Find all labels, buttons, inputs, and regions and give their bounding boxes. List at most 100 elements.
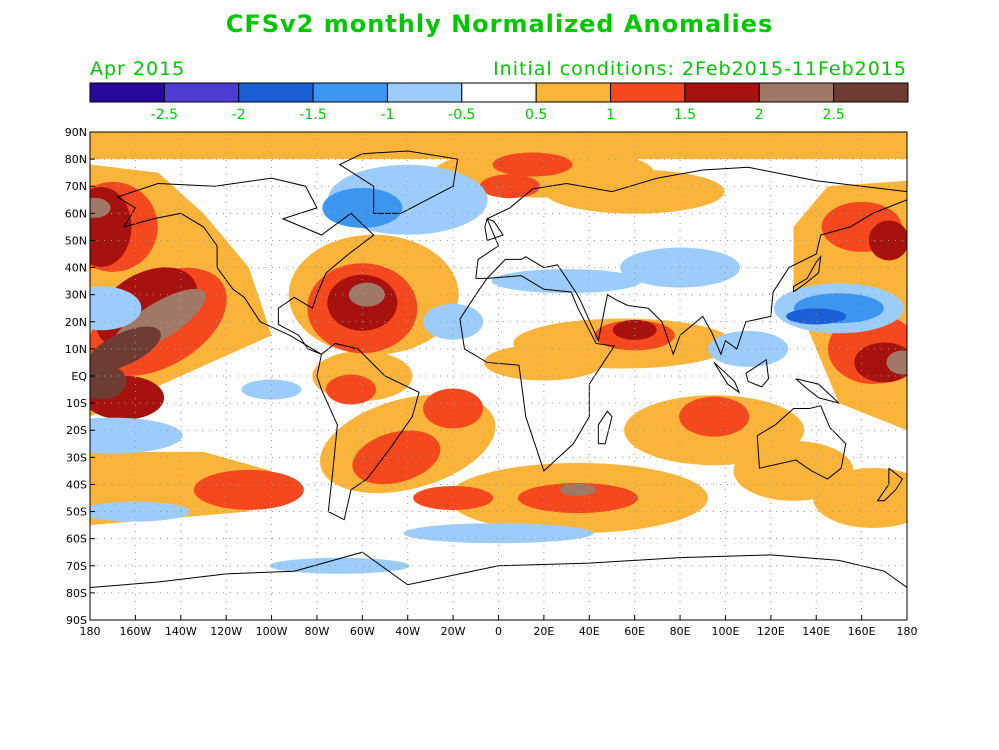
colorbar-swatch: [833, 82, 909, 103]
latitude-tick-label: 40N: [65, 262, 87, 275]
anomaly-contour: [868, 220, 907, 261]
anomaly-contour: [479, 174, 540, 199]
anomaly-contour: [679, 396, 750, 437]
longitude-tick-label: 160E: [848, 625, 876, 638]
coastline: [475, 166, 907, 356]
anomaly-contour: [517, 483, 638, 513]
anomaly-contour: [352, 430, 441, 485]
longitude-tick-label: 140W: [165, 625, 197, 638]
coastline: [338, 150, 459, 214]
longitude-tick-label: 40E: [579, 625, 600, 638]
latitude-tick-label: 70N: [65, 180, 87, 193]
colorbar-tick-label: 2.5: [823, 107, 845, 123]
colorbar-tick-label: -0.5: [448, 107, 475, 123]
longitude-tick-label: 60W: [350, 625, 375, 638]
anomaly-contour: [90, 286, 142, 331]
longitude-tick-label: 20E: [533, 625, 554, 638]
latitude-tick-label: 30N: [65, 289, 87, 302]
anomaly-contour: [322, 187, 403, 228]
colorbar-tick-label: 2: [755, 107, 764, 123]
coastline: [597, 410, 613, 445]
forecast-month-label: Apr 2015: [90, 58, 186, 80]
longitude-tick-label: 120W: [210, 625, 242, 638]
longitude-tick-label: 100W: [256, 625, 288, 638]
anomaly-contour: [483, 344, 604, 381]
anomaly-contour: [325, 374, 376, 405]
colorbar-tick-label: 1.5: [674, 107, 696, 123]
coastline: [745, 358, 770, 388]
anomaly-contour: [241, 379, 302, 400]
initial-conditions-label: Initial conditions: 2Feb2015-11Feb2015: [493, 58, 907, 80]
anomaly-contour: [491, 269, 642, 294]
latitude-tick-label: 70S: [66, 560, 87, 573]
coastline: [756, 405, 847, 480]
anomaly-contour: [90, 417, 183, 454]
longitude-tick-label: 80W: [305, 625, 330, 638]
colorbar-tick-label: -1.5: [299, 107, 326, 123]
latitude-tick-label: 10S: [66, 397, 87, 410]
anomaly-fields: [90, 132, 907, 574]
anomaly-contour: [492, 152, 573, 177]
latitude-axis: 90N 80N 70N 60N 50N 40N 30N 20N 10N EQ 10S 20S 30S 40…: [65, 126, 95, 627]
latitude-tick-label: 40S: [66, 478, 87, 491]
colorbar-tick-label: -1: [380, 107, 394, 123]
longitude-tick-label: 80E: [670, 625, 691, 638]
coastline: [459, 275, 616, 472]
longitude-tick-label: 120E: [757, 625, 785, 638]
anomaly-contour: [413, 486, 494, 510]
longitude-tick-label: 40W: [395, 625, 420, 638]
latitude-tick-label: 60S: [66, 533, 87, 546]
anomaly-contour: [90, 132, 907, 160]
colorbar: -2.5 -2 -1.5 -1 -0.5 0.5 1 1.5 2 2.5: [89, 82, 909, 123]
anomaly-contour: [193, 469, 304, 510]
map-background: [90, 132, 907, 620]
coastline: [316, 342, 420, 521]
anomaly-contour: [90, 197, 111, 218]
anomaly-contour: [403, 523, 594, 544]
anomaly-contour: [620, 247, 741, 288]
anomaly-contour: [733, 440, 854, 501]
anomaly-contour: [269, 557, 410, 574]
longitude-tick-label: 60E: [624, 625, 645, 638]
anomaly-contour: [559, 483, 596, 496]
coastline: [484, 218, 504, 241]
anomaly-contour: [786, 308, 847, 325]
coastline: [793, 255, 822, 293]
latitude-tick-label: 90N: [65, 126, 87, 139]
longitude-tick-label: 20W: [441, 625, 466, 638]
latitude-tick-label: 10N: [65, 343, 87, 356]
coastline: [116, 177, 375, 355]
latitude-tick-label: EQ: [71, 370, 87, 383]
anomaly-contour: [612, 319, 657, 340]
anomaly-contour: [423, 388, 484, 429]
chart-title: CFSv2 monthly Normalized Anomalies: [225, 10, 774, 38]
graticule: [90, 132, 907, 620]
anomaly-contour: [90, 326, 161, 372]
latitude-tick-label: 30S: [66, 451, 87, 464]
anomaly-contour: [90, 363, 127, 400]
longitude-tick-label: 100E: [711, 625, 739, 638]
coastline: [795, 378, 840, 404]
colorbar-tick-label: -2.5: [151, 107, 178, 123]
colorbar-tick-label: -2: [232, 107, 246, 123]
longitude-tick-label: 180: [80, 625, 101, 638]
anomaly-contour: [886, 350, 907, 375]
latitude-tick-label: 80S: [66, 587, 87, 600]
longitude-axis: 180 160W 140W 120W 100W 80W 60W 40W 20W 0 20E 40E 60…: [80, 615, 918, 638]
longitude-tick-label: 0: [495, 625, 502, 638]
latitude-tick-label: 20N: [65, 316, 87, 329]
longitude-tick-label: 160W: [119, 625, 151, 638]
colorbar-tick-label: 1: [606, 107, 615, 123]
latitude-tick-label: 50S: [66, 506, 87, 519]
anomaly-contour: [90, 501, 191, 522]
anomaly-contour: [348, 282, 385, 307]
longitude-tick-label: 180: [897, 625, 918, 638]
colorbar-tick-label: 0.5: [525, 107, 547, 123]
latitude-tick-label: 20S: [66, 424, 87, 437]
longitude-tick-label: 140E: [802, 625, 830, 638]
anomaly-contour: [544, 169, 725, 214]
latitude-tick-label: 50N: [65, 234, 87, 247]
latitude-tick-label: 60N: [65, 207, 87, 220]
latitude-tick-label: 90S: [66, 614, 87, 627]
